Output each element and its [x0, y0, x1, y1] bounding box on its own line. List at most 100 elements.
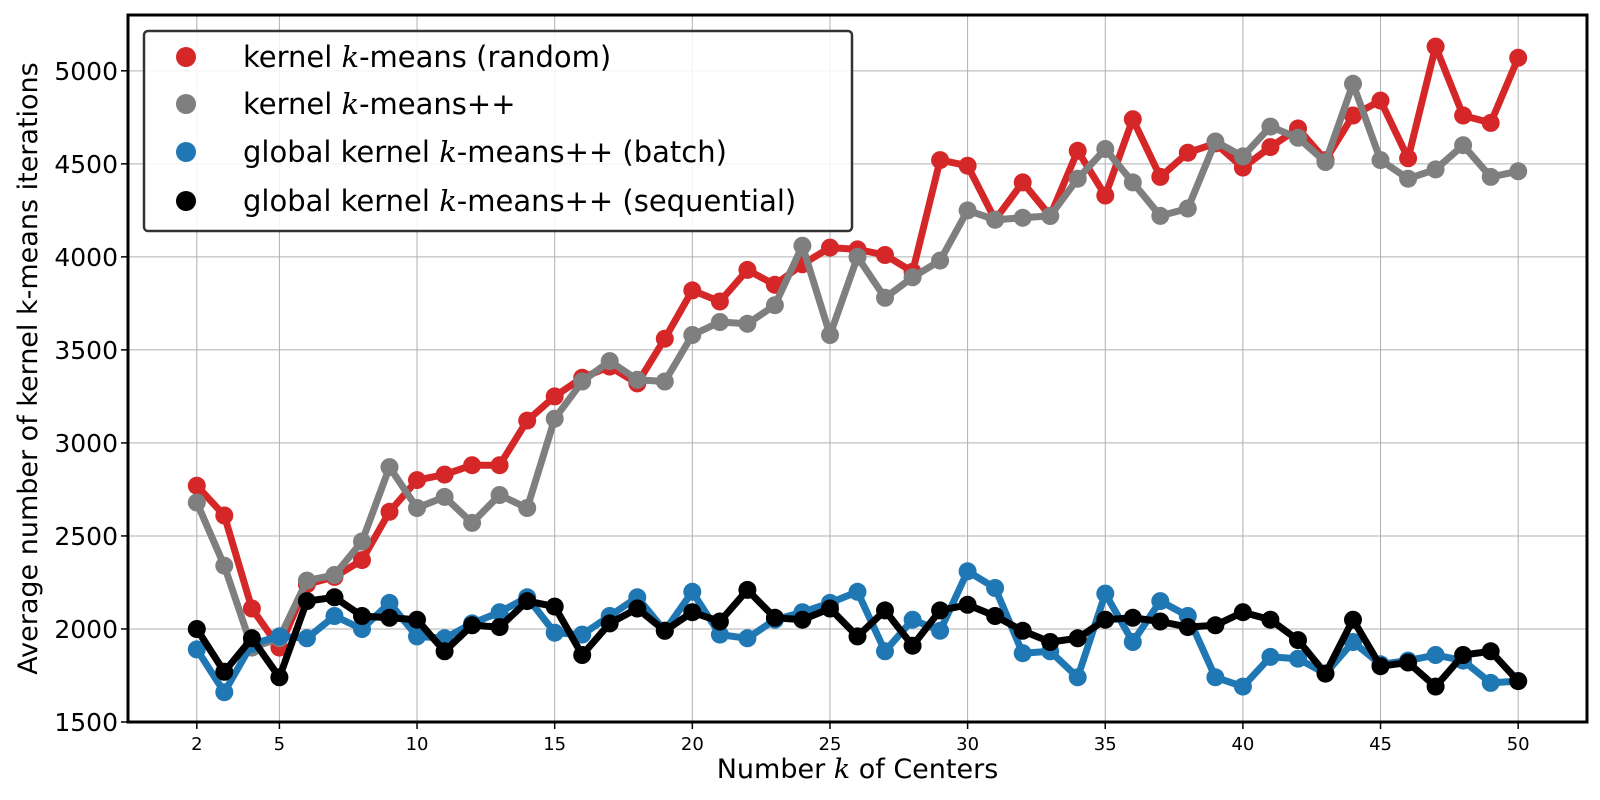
legend-entry-random: kernel k-means (random)	[176, 40, 611, 74]
data-point-sequential	[1481, 642, 1500, 661]
data-point-sequential	[187, 620, 206, 638]
data-point-kmpp	[738, 314, 757, 333]
data-point-random	[518, 411, 537, 430]
data-point-sequential	[848, 627, 867, 646]
legend-label-part: global kernel	[243, 135, 439, 169]
data-point-batch	[270, 627, 289, 646]
x-tick-label: 30	[956, 734, 979, 755]
data-point-random	[435, 465, 454, 484]
data-point-random	[1096, 186, 1115, 205]
data-point-kmpp	[765, 296, 784, 315]
data-point-kmpp	[958, 201, 977, 220]
data-point-sequential	[1178, 618, 1197, 637]
data-point-sequential	[1426, 677, 1445, 696]
data-point-kmpp	[793, 236, 812, 255]
y-tick-label: 3500	[54, 336, 118, 365]
data-point-sequential	[821, 599, 839, 618]
data-point-kmpp	[903, 268, 922, 287]
data-point-kmpp	[628, 370, 647, 389]
data-point-kmpp	[380, 458, 399, 477]
data-point-random	[876, 246, 894, 264]
data-point-random	[1068, 141, 1087, 160]
y-tick-label: 3000	[54, 429, 118, 458]
data-point-batch	[1096, 584, 1115, 603]
data-point-sequential	[270, 668, 289, 687]
data-point-kmpp	[683, 326, 702, 344]
data-point-random	[1344, 106, 1362, 125]
data-point-sequential	[573, 646, 592, 664]
data-point-random	[187, 476, 206, 495]
data-point-random	[738, 260, 757, 279]
legend-marker	[176, 94, 196, 114]
legend-marker	[176, 191, 196, 211]
data-point-batch	[1123, 633, 1142, 651]
data-point-kmpp	[1206, 132, 1225, 151]
series-sequential	[187, 580, 1528, 696]
legend-label: kernel k-means++	[243, 87, 516, 121]
legend-marker	[176, 142, 196, 162]
data-point-random	[545, 387, 564, 406]
data-point-batch	[1261, 647, 1280, 666]
x-tick-label: 20	[681, 734, 704, 755]
data-point-random	[463, 456, 482, 475]
data-point-sequential	[215, 662, 234, 681]
data-point-random	[490, 456, 509, 475]
data-point-sequential	[628, 599, 647, 618]
x-tick-label: 40	[1231, 734, 1254, 755]
data-point-sequential	[463, 616, 482, 635]
y-axis-label: Average number of kernel k-means iterati…	[13, 62, 44, 674]
data-point-random	[1178, 143, 1197, 162]
legend-box	[142, 29, 854, 233]
x-axis-label: Number k of Centers	[717, 754, 999, 785]
legend-label-part: -means++	[359, 87, 515, 121]
data-point-batch	[573, 625, 592, 644]
y-axis: 1500 2000 2500 3000 3500 4000 4500 5000	[54, 57, 128, 737]
x-tick-label: 5	[274, 734, 285, 755]
data-point-kmpp	[1481, 167, 1500, 186]
data-point-batch	[1151, 592, 1170, 611]
data-point-random	[1371, 91, 1390, 110]
data-point-random	[242, 599, 261, 618]
data-point-random	[958, 156, 977, 175]
data-point-random	[1123, 110, 1142, 129]
plot-frame	[126, 13, 1589, 724]
data-point-random	[215, 506, 234, 525]
data-point-batch	[297, 629, 316, 648]
legend-entry-batch: global kernel k-means++ (batch)	[176, 135, 727, 169]
data-point-sequential	[1289, 631, 1307, 650]
data-point-sequential	[1068, 629, 1087, 648]
data-point-sequential	[1041, 633, 1060, 651]
data-point-random	[683, 281, 702, 300]
data-point-batch	[710, 625, 729, 644]
data-point-kmpp	[1261, 117, 1280, 136]
x-tick-label: 10	[406, 734, 429, 755]
y-tick-label: 1500	[54, 708, 118, 737]
data-point-random	[710, 292, 729, 311]
legend-label-part: k	[439, 135, 457, 169]
data-point-kmpp	[1013, 208, 1032, 227]
data-point-kmpp	[1068, 169, 1087, 188]
data-point-random	[380, 502, 399, 521]
legend-label: global kernel k-means++ (batch)	[243, 135, 727, 169]
y-tick-label: 2500	[54, 522, 118, 551]
data-point-batch	[1481, 673, 1500, 692]
series-kmpp	[187, 74, 1528, 657]
data-point-sequential	[1509, 672, 1528, 691]
data-point-kmpp	[435, 487, 454, 506]
data-point-batch	[380, 593, 399, 612]
data-point-sequential	[518, 592, 537, 611]
data-point-kmpp	[325, 566, 344, 584]
data-point-batch	[683, 582, 702, 601]
data-point-sequential	[876, 601, 894, 620]
data-point-batch	[545, 623, 564, 642]
data-point-batch	[353, 620, 371, 638]
data-point-kmpp	[1178, 199, 1197, 218]
data-point-kmpp	[1041, 206, 1060, 225]
data-point-sequential	[1454, 646, 1473, 664]
data-point-kmpp	[1151, 206, 1170, 225]
data-point-kmpp	[1316, 153, 1335, 171]
data-point-sequential	[793, 610, 812, 629]
data-point-sequential	[710, 612, 729, 631]
data-point-sequential	[738, 580, 757, 599]
data-point-kmpp	[876, 288, 894, 307]
